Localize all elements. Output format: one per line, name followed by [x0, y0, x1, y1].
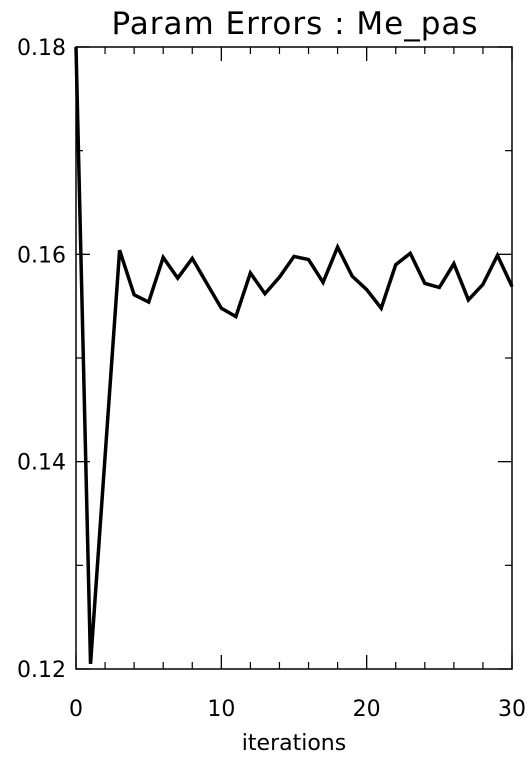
x-tick-label: 30 — [498, 697, 526, 722]
plot-frame — [75, 46, 513, 670]
series-group — [74, 46, 514, 664]
x-tick-label: 20 — [353, 697, 381, 722]
y-tick-label: 0.16 — [17, 243, 66, 268]
chart-title: Param Errors : Me_pas — [111, 6, 478, 42]
series-line — [74, 46, 514, 664]
x-tick-label: 0 — [69, 697, 83, 722]
y-tick-label: 0.12 — [17, 658, 66, 683]
axis-ticks — [75, 46, 513, 670]
x-tick-label: 10 — [207, 697, 235, 722]
y-tick-label: 0.18 — [17, 36, 66, 61]
tick-labels: 0 10 20 30 0.12 0.14 0.16 0.18 — [17, 36, 526, 722]
x-axis-label: iterations — [242, 731, 346, 756]
y-tick-label: 0.14 — [17, 451, 66, 476]
